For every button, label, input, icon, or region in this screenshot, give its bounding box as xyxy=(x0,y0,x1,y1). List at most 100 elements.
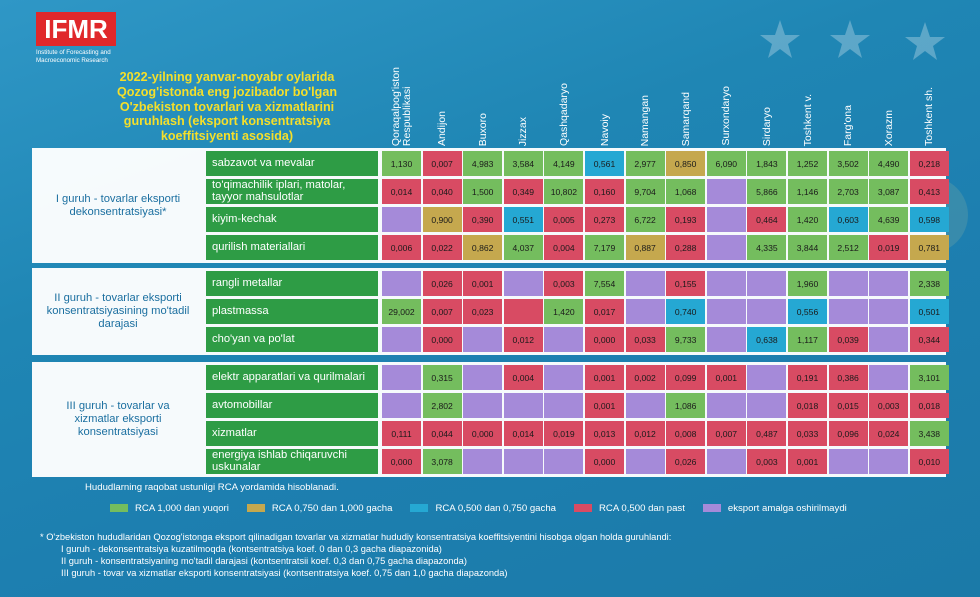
footnotes: * O'zbekiston hududlaridan Qozog'istonga… xyxy=(40,531,671,579)
group-label: I guruh - tovarlar eksporti dekonsentrat… xyxy=(55,192,181,218)
rca-cell xyxy=(463,327,503,352)
column-header: Surxondaryo xyxy=(707,42,747,146)
rca-cell: 0,000 xyxy=(422,327,462,352)
rca-cell xyxy=(382,327,421,352)
row-label: kiyim-kechak xyxy=(206,207,378,232)
rca-cell: 1,130 xyxy=(382,151,421,176)
group-label: III guruh - tovarlar va xizmatlar ekspor… xyxy=(66,400,170,438)
rca-cell xyxy=(747,271,787,296)
rca-cell xyxy=(625,393,665,418)
rca-cell: 1,420 xyxy=(788,207,827,232)
column-header: Xorazm xyxy=(869,42,909,146)
rca-cell xyxy=(382,393,421,418)
rca-cell xyxy=(382,365,421,390)
column-header-label: Jizzax xyxy=(517,116,530,146)
rca-cell xyxy=(706,235,746,260)
rca-cell: 0,000 xyxy=(463,421,503,446)
rca-cell: 0,193 xyxy=(666,207,706,232)
column-header-label: Samarqand xyxy=(679,91,692,146)
legend-label: RCA 0,750 dan 1,000 gacha xyxy=(271,502,393,514)
rca-cell: 0,018 xyxy=(909,393,949,418)
rca-cell: 9,704 xyxy=(625,179,665,204)
rca-cell xyxy=(463,393,503,418)
logo-subtitle-line1: Institute of Forecasting and xyxy=(36,49,111,56)
row-label: avtomobillar xyxy=(206,393,378,418)
rca-cell: 0,464 xyxy=(747,207,787,232)
column-header-label: Namangan xyxy=(639,94,652,146)
logo-subtitle-line2: Macroeconomic Research xyxy=(36,57,108,64)
rca-cell xyxy=(463,365,503,390)
footnote-group-2: II guruh - konsentratsiyaning mo'tadil d… xyxy=(61,556,467,566)
rca-cell: 0,218 xyxy=(909,151,949,176)
rca-cell: 0,288 xyxy=(666,235,706,260)
rca-cell xyxy=(706,327,746,352)
column-header: Jizzax xyxy=(504,42,544,146)
rca-cell xyxy=(869,449,909,474)
rca-cell: 0,007 xyxy=(422,299,462,324)
column-header: Qashqadaryo xyxy=(544,42,584,146)
column-header: Buxoro xyxy=(463,42,503,146)
rca-cell: 0,033 xyxy=(788,421,827,446)
rca-cell: 0,850 xyxy=(666,151,706,176)
rca-cell: 9,733 xyxy=(666,327,706,352)
rca-cell: 4,490 xyxy=(869,151,909,176)
column-header: Andijon xyxy=(423,42,463,146)
legend-label: RCA 0,500 dan past xyxy=(599,502,685,514)
ifmr-logo: IFMR Institute of Forecasting and Macroe… xyxy=(36,12,116,65)
rca-cell: 0,008 xyxy=(666,421,706,446)
rca-cell: 0,015 xyxy=(828,393,868,418)
column-header-label: Farg'ona xyxy=(842,104,855,146)
rca-cell: 4,037 xyxy=(503,235,543,260)
rca-cell: 0,900 xyxy=(422,207,462,232)
column-header-label: Buxoro xyxy=(476,112,489,146)
rca-cell: 0,638 xyxy=(747,327,787,352)
legend-swatch xyxy=(574,504,592,512)
rca-cell: 0,390 xyxy=(463,207,503,232)
column-header-label: Navoiy xyxy=(598,113,611,146)
legend-label: RCA 1,000 dan yuqori xyxy=(135,502,229,514)
rca-cell: 1,960 xyxy=(788,271,827,296)
column-header: Namangan xyxy=(626,42,666,146)
rca-cell: 0,099 xyxy=(666,365,706,390)
column-header: Farg'ona xyxy=(829,42,869,146)
rca-cell: 0,040 xyxy=(422,179,462,204)
column-header: Samarqand xyxy=(666,42,706,146)
legend-swatch xyxy=(246,504,265,512)
rca-cell: 0,004 xyxy=(503,365,543,390)
rca-cell: 0,887 xyxy=(625,235,665,260)
rca-cell: 0,561 xyxy=(585,151,624,176)
column-header-label: Toshkent v. xyxy=(801,93,814,146)
rca-cell: 0,273 xyxy=(585,207,624,232)
rca-cell xyxy=(747,299,787,324)
legend: RCA 1,000 dan yuqori RCA 0,750 dan 1,000 … xyxy=(110,500,865,516)
rca-cell: 7,179 xyxy=(585,235,624,260)
row-label: qurilish materiallari xyxy=(206,235,378,260)
rca-cell: 0,006 xyxy=(382,235,421,260)
legend-label: eksport amalga oshirilmaydi xyxy=(727,502,847,514)
rca-cell: 4,335 xyxy=(747,235,787,260)
rca-cell: 0,012 xyxy=(503,327,543,352)
row-label: rangli metallar xyxy=(206,271,378,296)
rca-cell: 0,096 xyxy=(828,421,868,446)
rca-cell: 0,001 xyxy=(788,449,827,474)
rca-cell: 1,068 xyxy=(666,179,706,204)
rca-cell: 0,026 xyxy=(666,449,706,474)
rca-cell: 0,013 xyxy=(585,421,624,446)
rca-cell: 0,012 xyxy=(625,421,665,446)
rca-cell: 3,502 xyxy=(828,151,868,176)
rca-cell: 0,000 xyxy=(382,449,421,474)
rca-cell xyxy=(828,449,868,474)
rca-cell: 0,001 xyxy=(585,393,624,418)
rca-cell: 1,500 xyxy=(463,179,503,204)
rca-cell: 0,111 xyxy=(382,421,421,446)
rca-cell xyxy=(503,271,543,296)
row-label: energiya ishlab chiqaruvchi uskunalar xyxy=(206,449,378,474)
row-label: to'qimachilik iplari, matolar, tayyor ma… xyxy=(206,179,378,204)
rca-cell: 2,338 xyxy=(909,271,949,296)
rca-cell: 0,556 xyxy=(788,299,827,324)
rca-cell xyxy=(544,393,584,418)
rca-cell xyxy=(625,299,665,324)
rca-cell: 0,014 xyxy=(382,179,421,204)
rca-cell xyxy=(869,271,909,296)
rca-cell xyxy=(869,299,909,324)
